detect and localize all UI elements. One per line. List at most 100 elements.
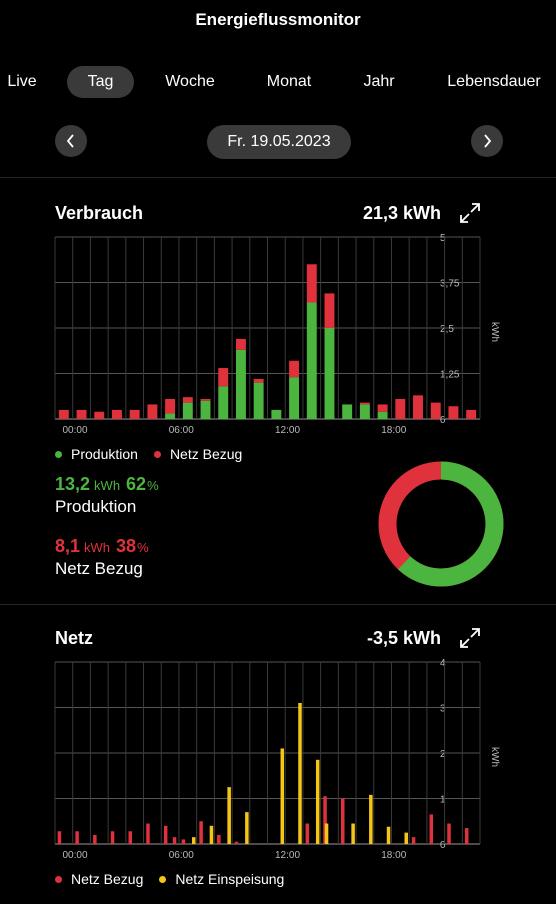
netz-chart: 4 3 2 1 0 00:00 06:00 12:00 18:00 kWh xyxy=(54,658,500,861)
legend-label: Netz Bezug xyxy=(169,446,243,462)
prev-day-button[interactable] xyxy=(55,125,87,157)
tab-monat[interactable]: Monat xyxy=(266,73,312,90)
bar-netz-einspeisung xyxy=(324,823,329,844)
divider xyxy=(0,604,556,605)
verbrauch-legend: Produktion Netz Bezug xyxy=(55,446,258,462)
tab-woche[interactable]: Woche xyxy=(165,73,215,90)
bar-netz-bezug xyxy=(172,837,177,844)
produktion-unit: kWh xyxy=(94,478,121,493)
y-tick-label: 2 xyxy=(440,749,446,760)
expand-icon[interactable] xyxy=(459,627,481,649)
bar-produktion xyxy=(200,400,211,419)
tab-lebensdauer[interactable]: Lebensdauer xyxy=(447,73,541,90)
bar-netz-bezug xyxy=(395,398,406,419)
bar-netz-einspeisung xyxy=(209,825,214,844)
legend-label: Netz Einspeisung xyxy=(175,871,285,887)
bar-netz-bezug xyxy=(306,264,317,303)
netz-bezug-unit: kWh xyxy=(84,540,111,555)
bar-netz-bezug xyxy=(359,402,370,405)
produktion-label: Produktion xyxy=(55,497,137,516)
bar-produktion xyxy=(271,409,282,419)
bar-netz-einspeisung xyxy=(280,748,285,844)
x-tick-label: 00:00 xyxy=(62,850,87,861)
date-navigation: Fr. 19.05.2023 xyxy=(0,125,556,159)
bar-netz-bezug xyxy=(324,293,335,328)
bar-netz-bezug xyxy=(110,831,115,844)
percent-sign: % xyxy=(147,478,159,493)
y-tick-label: 1 xyxy=(440,795,446,806)
bar-netz-bezug xyxy=(146,823,150,844)
bar-netz-einspeisung xyxy=(245,812,249,844)
bar-produktion xyxy=(342,404,353,419)
legend-item: Netz Bezug xyxy=(153,446,243,462)
bar-netz-bezug xyxy=(464,828,469,844)
bar-netz-bezug xyxy=(76,409,87,419)
bar-netz-bezug xyxy=(377,404,388,412)
x-tick-label: 12:00 xyxy=(275,425,300,436)
y-tick-label: 5 xyxy=(440,233,446,244)
legend-item: Netz Einspeisung xyxy=(159,871,284,887)
bar-netz-einspeisung xyxy=(351,823,355,844)
bar-netz-bezug xyxy=(128,831,133,844)
x-tick-label: 18:00 xyxy=(381,850,406,861)
bar-netz-bezug xyxy=(75,831,79,844)
bar-netz-bezug xyxy=(163,825,168,844)
bar-netz-bezug xyxy=(94,411,105,419)
bar-produktion xyxy=(306,302,317,419)
bar-netz-bezug xyxy=(112,409,122,419)
legend-item: Netz Bezug xyxy=(55,871,143,887)
legend-dot xyxy=(153,450,161,458)
percent-sign: % xyxy=(137,540,149,555)
x-tick-label: 18:00 xyxy=(381,425,406,436)
y-tick-label: 3,75 xyxy=(440,279,460,290)
period-tabs: Live Tag Woche Monat Jahr Lebensdauer xyxy=(0,66,556,98)
bar-netz-bezug xyxy=(199,821,203,844)
bar-netz-einspeisung xyxy=(298,702,302,844)
bar-produktion xyxy=(253,382,264,419)
netz-bezug-percent: 38 xyxy=(116,536,137,556)
legend-dot xyxy=(159,875,167,883)
y-tick-label: 2,5 xyxy=(440,324,454,335)
netz-bezug-stat: 8,1 kWh 38 % xyxy=(55,536,149,557)
bar-netz-bezug xyxy=(147,404,158,419)
x-tick-label: 12:00 xyxy=(275,850,300,861)
y-tick-label: 0 xyxy=(440,415,446,426)
bar-netz-einspeisung xyxy=(369,794,373,844)
produktion-stat: 13,2 kWh 62 % xyxy=(55,474,159,495)
verbrauch-title: Verbrauch xyxy=(55,203,144,223)
bar-netz-bezug xyxy=(217,834,221,844)
bar-netz-bezug xyxy=(165,398,176,414)
x-tick-label: 00:00 xyxy=(62,425,87,436)
bar-netz-bezug xyxy=(234,841,239,844)
netz-bezug-value: 8,1 xyxy=(55,536,81,556)
bar-netz-einspeisung xyxy=(227,787,231,844)
bar-netz-einspeisung xyxy=(315,759,320,844)
y-axis-label: kWh xyxy=(489,747,500,767)
verbrauch-total: 21,3 kWh xyxy=(362,203,441,223)
x-tick-label: 06:00 xyxy=(169,425,194,436)
bar-netz-bezug xyxy=(200,398,211,401)
bar-netz-einspeisung xyxy=(191,837,196,844)
bar-produktion xyxy=(377,411,388,419)
expand-icon[interactable] xyxy=(459,202,481,224)
tab-jahr[interactable]: Jahr xyxy=(363,73,395,90)
bar-netz-bezug xyxy=(430,402,441,419)
tab-live[interactable]: Live xyxy=(7,73,37,90)
tab-tag[interactable]: Tag xyxy=(67,66,134,98)
bar-netz-bezug xyxy=(57,831,62,844)
bar-netz-bezug xyxy=(58,409,69,419)
produktion-percent: 62 xyxy=(126,474,147,494)
bar-netz-einspeisung xyxy=(386,826,391,844)
legend-label: Netz Bezug xyxy=(71,871,144,887)
donut-produktion-segment xyxy=(378,461,504,587)
legend-label: Produktion xyxy=(71,446,138,462)
bar-netz-bezug xyxy=(289,360,300,378)
verbrauch-donut xyxy=(378,461,504,587)
date-selector[interactable]: Fr. 19.05.2023 xyxy=(207,125,351,159)
bar-netz-bezug xyxy=(93,834,97,844)
y-tick-label: 4 xyxy=(440,658,446,669)
y-axis-label: kWh xyxy=(489,322,500,342)
bar-netz-bezug xyxy=(305,823,310,844)
legend-dot xyxy=(55,875,62,883)
next-day-button[interactable] xyxy=(471,125,503,157)
